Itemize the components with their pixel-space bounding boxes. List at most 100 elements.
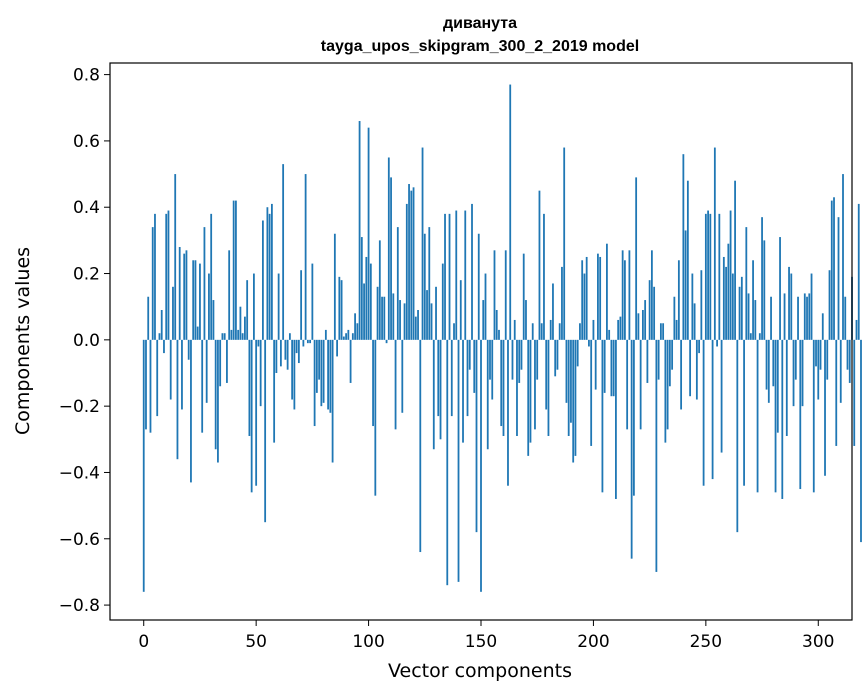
bar <box>426 290 428 340</box>
bar <box>347 329 350 340</box>
bar <box>448 213 451 340</box>
bar <box>698 339 701 354</box>
bar <box>261 220 264 340</box>
bar <box>489 339 491 380</box>
bar <box>205 339 208 403</box>
bar <box>684 230 687 340</box>
bar <box>821 313 824 340</box>
bar <box>414 316 417 340</box>
bar <box>792 339 795 407</box>
bar <box>590 339 593 446</box>
bar <box>653 286 656 340</box>
bar <box>259 339 262 407</box>
bar <box>288 333 291 340</box>
bar <box>329 339 332 413</box>
bar <box>745 227 748 340</box>
bar <box>239 306 242 340</box>
bar <box>518 339 521 383</box>
bar <box>572 339 575 463</box>
bar <box>556 339 559 370</box>
bar <box>419 339 422 553</box>
bar <box>358 121 361 340</box>
bar <box>588 339 590 347</box>
bar <box>677 260 680 340</box>
bar <box>277 273 280 340</box>
bar <box>396 227 399 340</box>
bar <box>567 339 570 436</box>
bar <box>628 250 631 340</box>
bar <box>776 339 779 433</box>
bar <box>306 339 309 344</box>
bar <box>797 296 799 340</box>
bar <box>650 250 653 340</box>
bar <box>565 339 568 403</box>
bar <box>430 303 433 340</box>
bar <box>790 273 793 340</box>
bar <box>482 300 485 340</box>
bar <box>219 339 222 387</box>
bar <box>178 247 181 340</box>
bar <box>300 270 303 340</box>
bar <box>781 339 784 499</box>
bar <box>392 293 395 340</box>
bar <box>857 203 860 340</box>
bar <box>302 339 305 347</box>
bar <box>235 200 237 340</box>
bar <box>194 260 197 340</box>
bar <box>282 164 285 340</box>
bar <box>309 339 312 344</box>
bar <box>408 184 410 340</box>
bars-group <box>142 84 862 592</box>
bar <box>761 217 763 340</box>
bar <box>779 237 781 340</box>
bar <box>437 339 440 417</box>
bar <box>349 339 352 383</box>
bar <box>475 339 478 533</box>
bar <box>673 296 676 340</box>
x-axis-label: Vector components <box>388 660 572 682</box>
bar <box>185 250 188 340</box>
bar <box>441 263 444 340</box>
bar <box>165 213 168 340</box>
bar <box>749 333 752 340</box>
bar <box>257 339 260 347</box>
bar <box>583 273 586 340</box>
bar <box>754 300 757 340</box>
bar <box>232 200 235 340</box>
bar <box>704 213 707 340</box>
bar <box>297 339 300 364</box>
y-tick-label: −0.4 <box>59 463 100 483</box>
bar <box>149 339 152 433</box>
x-tick-label: 250 <box>690 632 722 652</box>
plot-frame <box>109 62 853 621</box>
bar <box>763 240 766 340</box>
bar <box>709 213 712 340</box>
bar <box>459 280 462 340</box>
bar <box>729 210 732 340</box>
bar <box>145 339 147 430</box>
bar <box>201 339 204 433</box>
bar <box>812 339 815 493</box>
bar <box>597 253 599 340</box>
bar <box>637 313 640 340</box>
bar <box>181 339 183 410</box>
bar <box>268 213 271 340</box>
bar <box>446 339 449 586</box>
bar <box>540 323 543 340</box>
bar <box>549 319 552 340</box>
bar <box>255 339 258 486</box>
bar <box>835 339 838 446</box>
bar <box>351 333 354 340</box>
bar <box>192 260 195 340</box>
bar <box>327 339 330 410</box>
bar <box>727 243 730 340</box>
bar <box>311 263 314 340</box>
bar <box>230 329 233 340</box>
bar <box>554 339 557 377</box>
bar <box>682 154 685 340</box>
bar <box>405 203 408 340</box>
bar <box>808 293 811 340</box>
bar <box>399 300 401 340</box>
bar <box>450 339 453 417</box>
bar <box>331 339 334 463</box>
